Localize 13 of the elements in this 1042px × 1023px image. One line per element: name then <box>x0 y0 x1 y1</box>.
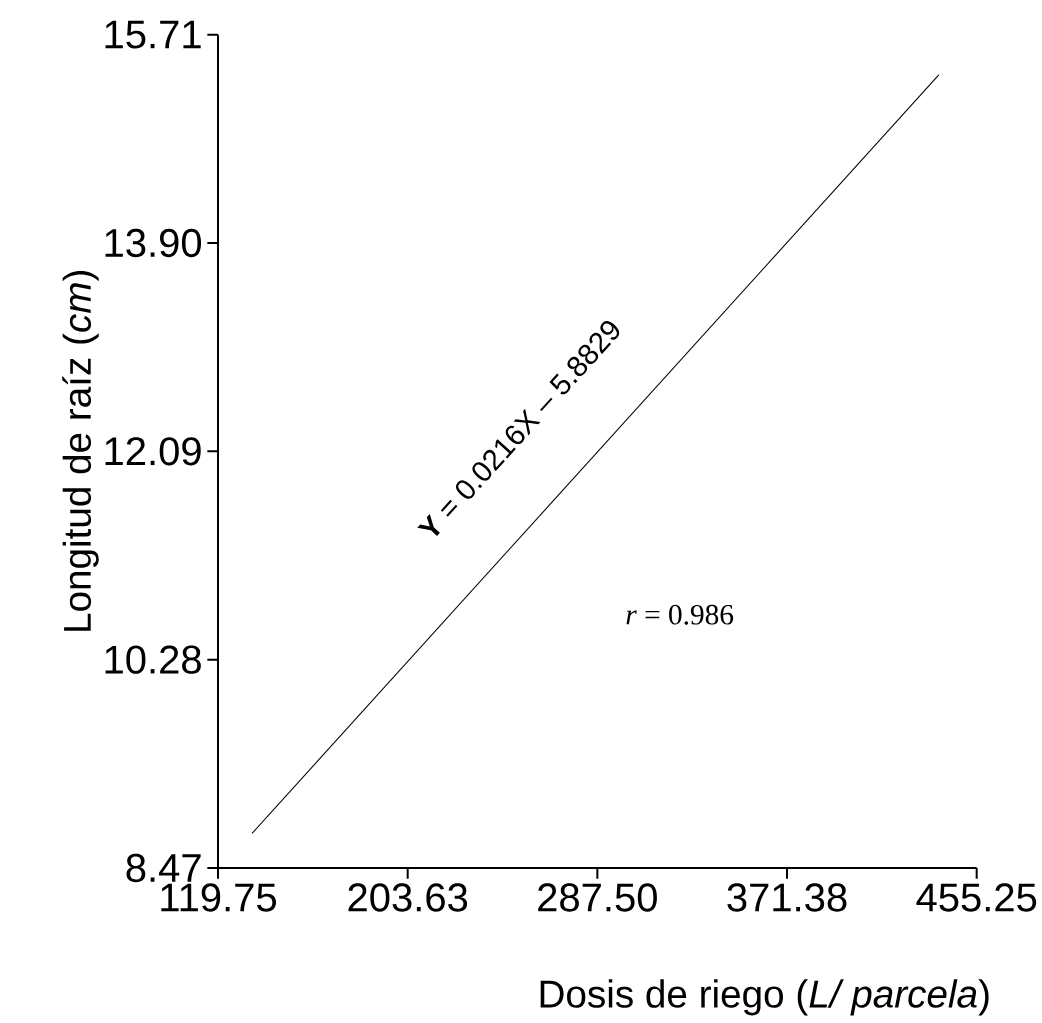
y-tick-label: 15.71 <box>105 20 201 49</box>
x-tick-label: 371.38 <box>727 883 847 912</box>
x-tick-label: 455.25 <box>916 883 1037 912</box>
y-tick-label: 10.28 <box>105 645 201 674</box>
y-tick-label: 13.90 <box>105 228 202 258</box>
y-axis-title: Longitud de raíz (cm) <box>62 271 99 631</box>
y-tick-label: 8.47 <box>126 853 201 883</box>
y-tick-label: 12.09 <box>105 437 201 466</box>
x-tick-label: 203.63 <box>348 883 468 912</box>
annotation: r = 0.986 <box>626 604 734 625</box>
x-tick-label: 287.50 <box>538 883 657 912</box>
x-axis-title: Dosis de riego (L/ parcela) <box>540 979 989 1016</box>
x-tick-label: 119.75 <box>161 883 277 912</box>
